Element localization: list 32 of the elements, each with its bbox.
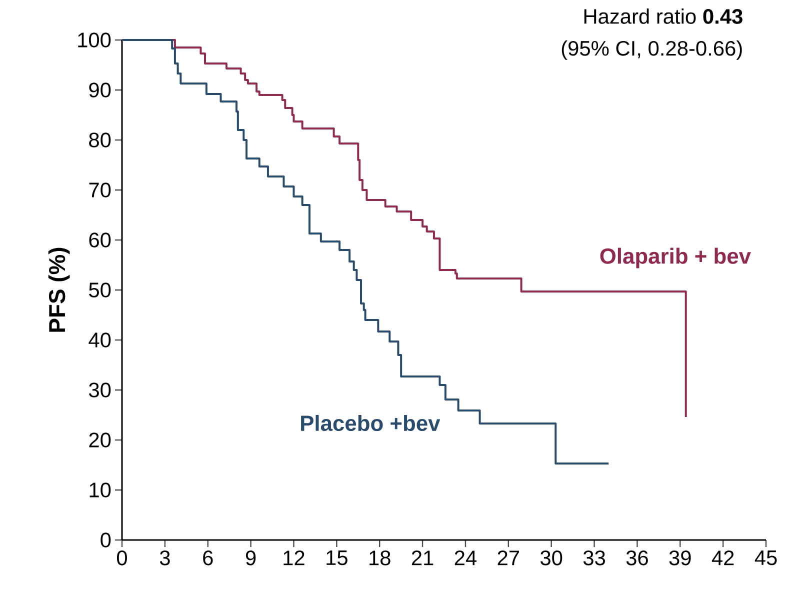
- x-tick-label: 36: [626, 550, 648, 566]
- series-label: Olaparib + bev: [600, 248, 751, 268]
- y-tick-label: 20: [89, 432, 111, 448]
- y-tick-label: 30: [89, 382, 111, 398]
- x-tick-label: 3: [160, 550, 170, 566]
- y-tick-label: 0: [100, 532, 111, 548]
- y-tick-label: 40: [88, 332, 111, 348]
- y-tick-label: 10: [90, 482, 111, 498]
- x-tick-label: 27: [498, 550, 519, 566]
- x-tick-label: 39: [669, 550, 691, 566]
- x-tick-label: 24: [454, 550, 476, 566]
- x-tick-label: 33: [583, 550, 605, 566]
- y-tick-label: 50: [89, 282, 111, 298]
- y-tick-label: 70: [89, 182, 111, 198]
- annotation: (95% CI, 0.28-0.66): [562, 40, 742, 60]
- x-tick-label: 9: [246, 550, 256, 566]
- y-tick-label: 60: [89, 232, 111, 248]
- x-tick-label: 12: [284, 550, 304, 566]
- y-tick-label: 80: [89, 132, 111, 148]
- y-tick-label: 100: [78, 32, 111, 48]
- x-tick-label: 45: [754, 550, 777, 566]
- x-tick-label: 0: [116, 550, 127, 566]
- x-tick-label: 21: [412, 550, 434, 566]
- text: Hazard ratio 0.43: [584, 8, 742, 24]
- y-tick-label: 90: [89, 82, 111, 98]
- x-tick-label: 18: [370, 550, 390, 566]
- x-tick-label: 30: [540, 550, 562, 566]
- x-tick-label: 15: [326, 550, 348, 566]
- x-tick-label: 42: [712, 550, 734, 566]
- series-label: Placebo +bev: [301, 414, 440, 432]
- x-tick-label: 6: [203, 550, 213, 566]
- y-axis-title: PFS (%): [48, 248, 70, 332]
